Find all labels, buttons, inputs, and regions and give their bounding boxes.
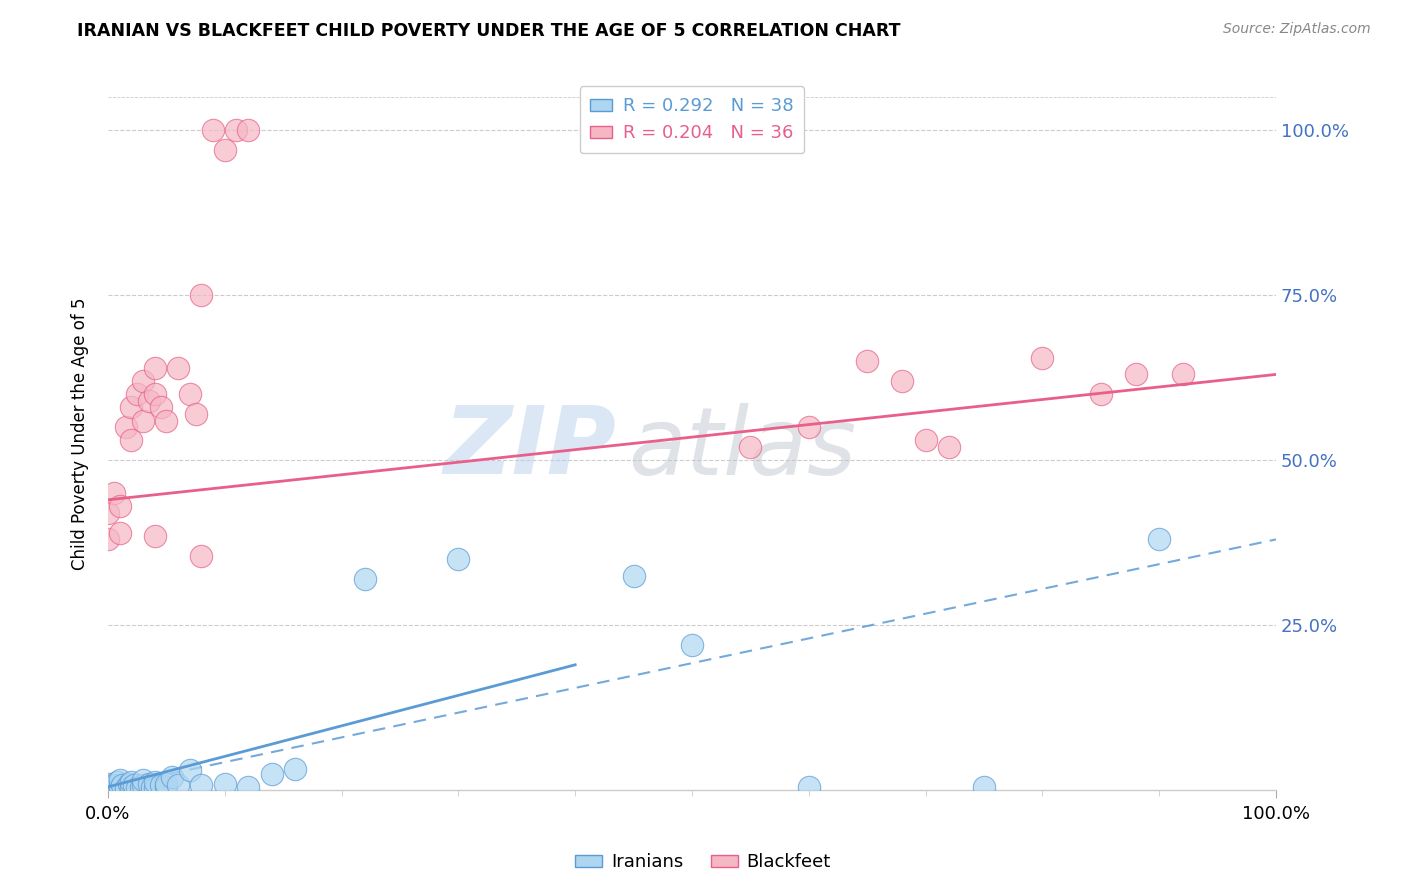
Point <box>190 549 212 563</box>
Point <box>623 568 645 582</box>
Point <box>114 420 136 434</box>
Point <box>141 780 163 794</box>
Point <box>143 360 166 375</box>
Point <box>108 500 131 514</box>
Point <box>284 762 307 776</box>
Y-axis label: Child Poverty Under the Age of 5: Child Poverty Under the Age of 5 <box>72 298 89 570</box>
Point <box>681 638 703 652</box>
Point <box>143 529 166 543</box>
Point <box>856 354 879 368</box>
Point <box>127 387 149 401</box>
Point <box>167 360 190 375</box>
Point <box>138 776 160 790</box>
Point <box>260 766 283 780</box>
Point <box>354 572 377 586</box>
Point <box>143 387 166 401</box>
Point <box>97 780 120 794</box>
Point <box>236 780 259 794</box>
Point <box>167 778 190 792</box>
Legend: R = 0.292   N = 38, R = 0.204   N = 36: R = 0.292 N = 38, R = 0.204 N = 36 <box>579 87 804 153</box>
Point <box>132 374 155 388</box>
Point <box>214 776 236 790</box>
Point <box>103 486 125 500</box>
Point <box>138 393 160 408</box>
Point <box>120 401 142 415</box>
Point <box>797 780 820 794</box>
Point <box>108 773 131 788</box>
Point <box>149 778 172 792</box>
Point <box>120 775 142 789</box>
Point <box>797 420 820 434</box>
Point <box>160 770 183 784</box>
Point <box>114 781 136 796</box>
Point <box>132 778 155 792</box>
Point <box>97 506 120 520</box>
Point <box>129 780 152 794</box>
Text: Source: ZipAtlas.com: Source: ZipAtlas.com <box>1223 22 1371 37</box>
Point <box>97 533 120 547</box>
Point <box>1090 387 1112 401</box>
Point <box>108 525 131 540</box>
Point <box>1125 368 1147 382</box>
Point <box>1147 533 1170 547</box>
Point <box>149 401 172 415</box>
Point <box>184 407 207 421</box>
Point <box>155 414 177 428</box>
Point <box>108 780 131 794</box>
Point <box>103 778 125 792</box>
Point <box>155 776 177 790</box>
Point <box>740 440 762 454</box>
Point <box>120 780 142 794</box>
Point <box>225 123 247 137</box>
Point <box>118 776 141 790</box>
Point <box>120 434 142 448</box>
Text: IRANIAN VS BLACKFEET CHILD POVERTY UNDER THE AGE OF 5 CORRELATION CHART: IRANIAN VS BLACKFEET CHILD POVERTY UNDER… <box>77 22 901 40</box>
Point <box>132 773 155 788</box>
Point <box>1031 351 1053 365</box>
Point <box>447 552 470 566</box>
Point <box>127 781 149 796</box>
Point <box>938 440 960 454</box>
Point <box>143 781 166 796</box>
Point <box>1171 368 1194 382</box>
Point <box>190 778 212 792</box>
Point <box>202 123 225 137</box>
Point <box>891 374 914 388</box>
Point <box>132 414 155 428</box>
Point <box>179 764 201 778</box>
Point <box>155 780 177 794</box>
Legend: Iranians, Blackfeet: Iranians, Blackfeet <box>568 847 838 879</box>
Text: atlas: atlas <box>627 402 856 493</box>
Point <box>105 775 128 789</box>
Point <box>143 775 166 789</box>
Point <box>97 776 120 790</box>
Point <box>973 780 995 794</box>
Point <box>236 123 259 137</box>
Text: ZIP: ZIP <box>443 402 616 494</box>
Point <box>190 288 212 302</box>
Point <box>914 434 936 448</box>
Point <box>179 387 201 401</box>
Point <box>111 778 134 792</box>
Point <box>122 778 145 792</box>
Point <box>214 143 236 157</box>
